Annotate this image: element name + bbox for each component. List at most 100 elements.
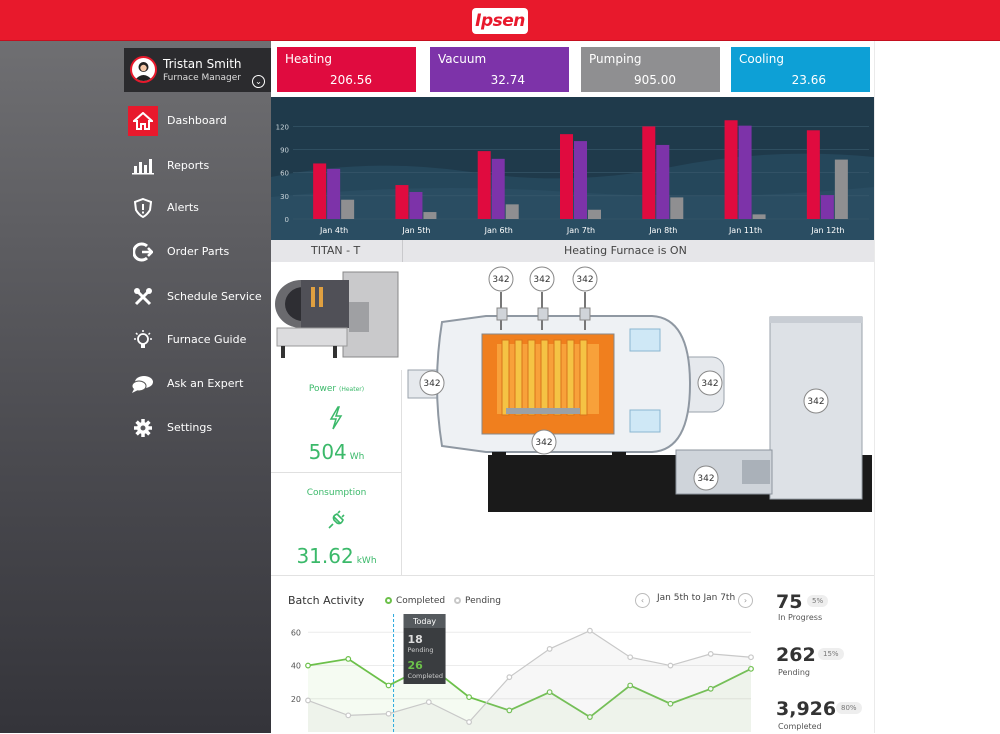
completed-point [748, 665, 754, 672]
sidebar-item-schedule-service[interactable]: Schedule Service [124, 280, 271, 314]
prev-range-button[interactable]: ‹ [635, 593, 650, 608]
sensor-reading: 342 [576, 275, 593, 285]
y-tick-label: 20 [291, 695, 301, 704]
y-tick-label: 40 [291, 662, 301, 671]
next-range-button[interactable]: › [738, 593, 753, 608]
heating-elements [501, 339, 588, 416]
furnace-metrics-column: Power (Heater) 504 Wh Consumption 31.62 kW… [271, 262, 402, 575]
user-name: Tristan Smith [163, 57, 242, 71]
pending-point [748, 654, 754, 661]
pending-line [307, 629, 752, 723]
bar-pumping [752, 214, 766, 219]
chevron-down-icon[interactable]: ⌄ [252, 75, 265, 88]
sensor-reading: 342 [807, 397, 824, 407]
x-tick-label: Jan 11th [728, 226, 762, 235]
sensor-badge [572, 266, 598, 292]
sidebar-item-furnace-guide[interactable]: Furnace Guide [124, 323, 271, 357]
sidebar-item-label: Reports [167, 159, 210, 172]
furnace-diagram: 342 342 342 342 342 342 342 342 [402, 262, 874, 575]
sidebar-item-settings[interactable]: Settings [124, 411, 271, 445]
sidebar-item-ask-expert[interactable]: Ask an Expert [124, 367, 271, 401]
sensor-badge [529, 266, 555, 292]
tile-cooling[interactable]: Cooling 23.66 [731, 47, 870, 92]
stat-pending-value: 262 [776, 644, 816, 666]
furnace-status-bar: TITAN - T Heating Furnace is ON [271, 240, 874, 262]
bar-pumping [670, 197, 684, 219]
date-range: Jan 5th to Jan 7th [657, 593, 736, 603]
tooltip-pending-value: 18 [408, 633, 423, 646]
sidebar-item-order-parts[interactable]: Order Parts [124, 235, 271, 269]
pending-point [466, 719, 472, 725]
bar-pumping [341, 199, 355, 219]
bar-vacuum [738, 125, 752, 219]
tooltip-pending-label: Pending [408, 646, 434, 654]
legend-completed[interactable]: Completed [385, 596, 445, 606]
batch-activity-panel: Batch Activity Completed Pending ‹ Jan 5… [271, 575, 874, 733]
furnace-schematic: 342 342 342 342 342 342 342 342 [407, 266, 872, 512]
stat-in-progress-value: 75 [776, 591, 803, 613]
legend-pending[interactable]: Pending [454, 596, 501, 606]
chat-icon [128, 369, 158, 399]
y-tick-label: 60 [280, 170, 289, 178]
y-tick-label: 60 [291, 628, 301, 637]
sidebar-item-dashboard[interactable]: Dashboard [124, 104, 271, 138]
home-icon [128, 106, 158, 136]
sensor-reading: 342 [533, 275, 550, 285]
heat-shield [629, 409, 661, 433]
x-tick-label: Jan 8th [648, 226, 677, 235]
stat-pending-label: Pending [778, 668, 810, 677]
bar-heating [477, 151, 491, 219]
completed-point [345, 655, 352, 662]
stat-pending-pct: 15% [818, 648, 844, 660]
sidebar-item-label: Schedule Service [167, 290, 262, 303]
bar-chart-icon [128, 151, 158, 181]
pending-point [425, 699, 432, 705]
batch-stats: 75 5% In Progress 262 15% Pending 3,926 … [770, 583, 870, 733]
y-tick-label: 90 [280, 147, 289, 155]
order-icon [128, 237, 158, 267]
tile-label: Heating [285, 52, 333, 66]
bar-heating [806, 130, 820, 219]
probe-head [496, 307, 508, 321]
sidebar-item-label: Dashboard [167, 114, 227, 127]
bar-vacuum [491, 158, 505, 219]
heat-shield [629, 328, 661, 352]
plug-icon [325, 508, 349, 536]
tile-pumping[interactable]: Pumping 905.00 [581, 47, 720, 92]
tile-vacuum[interactable]: Vacuum 32.74 [430, 47, 569, 92]
vessel-leg [612, 452, 626, 502]
completed-point [546, 689, 553, 696]
bar-vacuum [820, 195, 834, 219]
power-label: Power (Heater) [308, 384, 365, 394]
gear-icon [128, 413, 158, 443]
bar-heating [560, 134, 573, 219]
sensor-reading: 342 [697, 474, 714, 484]
tile-value: 206.56 [330, 73, 372, 87]
completed-point [385, 682, 392, 689]
sidebar-item-label: Settings [167, 421, 213, 434]
bar-heating [724, 120, 738, 219]
power-value: 504 Wh [308, 440, 365, 464]
sidebar-item-alerts[interactable]: Alerts [124, 191, 271, 225]
probe-head [537, 307, 549, 321]
sidebar-item-label: Furnace Guide [167, 333, 247, 346]
tile-heating[interactable]: Heating 206.56 [277, 47, 416, 92]
stat-in-progress-pct: 5% [807, 595, 829, 607]
tooltip-title: Today [412, 617, 436, 626]
furnace-machine-image[interactable] [271, 262, 402, 370]
tile-value: 905.00 [634, 73, 676, 87]
cabinet-top [770, 317, 862, 323]
user-card[interactable]: Tristan Smith Furnace Manager ⌄ [124, 48, 271, 92]
completed-point [466, 694, 472, 701]
completed-point [667, 700, 674, 707]
shield-alert-icon [128, 193, 158, 223]
sensor-badge [693, 465, 719, 491]
sensor-reading: 342 [701, 379, 718, 389]
pending-point [385, 710, 392, 717]
bar-chart-panel: 0 30 60 90 120 Jan 4th Jan 5th Jan 6th Jan 7th Ja… [271, 97, 874, 240]
bar-vacuum [409, 192, 423, 219]
tooltip-completed-value: 26 [408, 659, 424, 672]
ipsen-logo[interactable]: Ipsen [472, 8, 528, 34]
vessel-leg [492, 452, 506, 502]
sidebar-item-reports[interactable]: Reports [124, 149, 271, 183]
